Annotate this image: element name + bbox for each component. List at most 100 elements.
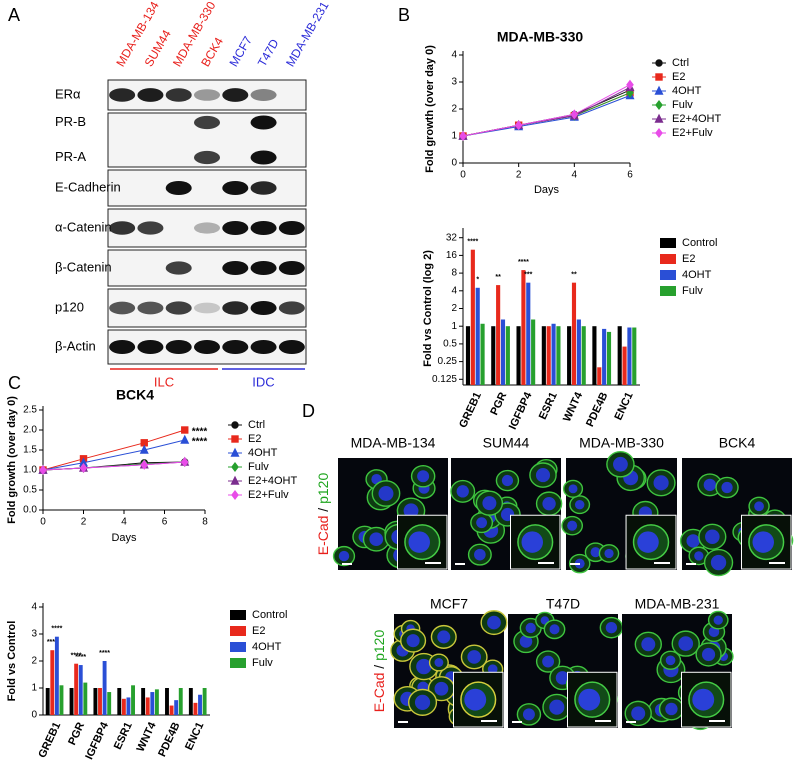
bar: [188, 688, 193, 715]
cell-nucleus: [542, 496, 556, 511]
cell-nucleus: [476, 517, 488, 529]
marker: [139, 444, 149, 454]
x-tick-label: ESR1: [112, 720, 135, 751]
significance: ***: [524, 272, 532, 279]
y-tick-label: 0.5: [443, 339, 457, 350]
y-tick-label: 1: [31, 683, 37, 694]
cell-nucleus: [487, 615, 501, 630]
y-tick-label: 0.0: [23, 505, 37, 516]
image-label: MCF7: [430, 596, 468, 612]
blot-row-label: β-Catenin: [55, 259, 112, 274]
cell-nucleus: [406, 634, 420, 648]
cell-nucleus: [437, 630, 451, 644]
stain-label-part: E-Cad: [315, 516, 331, 556]
image-label: MDA-MB-330: [579, 435, 664, 451]
cell-nucleus: [416, 658, 432, 675]
legend-label: Fulv: [672, 99, 693, 111]
marker: [655, 127, 663, 139]
blot-band: [250, 340, 277, 354]
bar: [551, 323, 556, 385]
significance: ****: [467, 239, 478, 246]
micrograph: [508, 611, 624, 728]
x-tick-label: PDE4B: [584, 390, 610, 428]
cell-nucleus: [414, 694, 431, 710]
cell-nucleus: [519, 635, 533, 648]
bar: [541, 326, 546, 385]
blot-band: [109, 88, 136, 102]
cell-nucleus: [369, 532, 384, 547]
x-tick-label: 6: [162, 517, 168, 528]
image-label: SUM44: [483, 435, 530, 451]
bar: [602, 328, 607, 385]
series-line: [42, 461, 185, 471]
x-tick-label: PGR: [66, 720, 87, 747]
blot-band: [137, 340, 164, 354]
x-tick-label: GREB1: [457, 390, 484, 429]
cell-nucleus: [567, 520, 578, 531]
x-tick-label: 2: [81, 517, 87, 528]
group-label: IDC: [252, 374, 274, 389]
panel-label: C: [8, 373, 21, 393]
bar: [50, 650, 55, 715]
bar: [622, 346, 627, 385]
cell-nucleus: [703, 478, 717, 492]
marker: [654, 113, 664, 123]
cell-line-label: SUM44: [142, 27, 174, 69]
blot-band: [250, 261, 277, 275]
micrograph: [450, 458, 563, 570]
x-tick-label: 6: [627, 170, 633, 181]
stain-label: E-Cad / p120: [371, 630, 387, 713]
bar: [617, 326, 622, 385]
marker: [231, 461, 239, 473]
marker: [231, 489, 239, 501]
series-line: [462, 92, 631, 137]
blot-row-label: p120: [55, 299, 84, 314]
cell-nucleus: [542, 655, 555, 668]
series-line: [42, 429, 185, 471]
stain-label-part: /: [371, 661, 387, 673]
bar: [78, 665, 83, 715]
series-line: [462, 92, 631, 137]
blot-band: [222, 181, 249, 195]
blot-band: [193, 150, 221, 165]
bar: [516, 326, 521, 385]
bar: [198, 694, 202, 715]
cell-nucleus: [568, 484, 578, 494]
legend-label: E2+4OHT: [672, 113, 721, 125]
legend-swatch: [660, 286, 676, 296]
y-tick-label: 2: [451, 303, 457, 314]
blot-band: [109, 221, 136, 235]
x-tick-label: 4: [121, 517, 127, 528]
marker: [514, 120, 523, 131]
stain-label-part: p120: [315, 473, 331, 504]
x-tick-label: IGFBP4: [83, 720, 111, 762]
cell-nucleus: [665, 702, 678, 716]
legend-label: Fulv: [248, 461, 269, 473]
y-tick-label: 0.125: [432, 374, 457, 385]
x-tick-label: 0: [460, 170, 466, 181]
legend-swatch: [660, 254, 676, 264]
y-axis-label: Fold growth (over day 0): [424, 45, 436, 173]
marker: [655, 73, 663, 81]
cell-nucleus: [522, 708, 535, 721]
y-tick-label: 16: [446, 250, 458, 261]
blot-band: [165, 340, 192, 354]
legend-label: Control: [252, 609, 287, 621]
cell-nucleus: [434, 681, 449, 696]
micrograph: [390, 610, 508, 728]
image-label: T47D: [546, 596, 580, 612]
bar: [505, 326, 510, 385]
bar: [531, 319, 536, 385]
bar: [169, 705, 174, 715]
y-tick-label: 4: [31, 602, 37, 613]
bar: [102, 661, 107, 715]
marker: [230, 475, 240, 485]
inset-nucleus: [637, 531, 659, 553]
cell-nucleus: [710, 554, 727, 571]
marker: [570, 109, 579, 120]
y-tick-label: 0: [31, 710, 37, 721]
cell-nucleus: [574, 499, 585, 510]
legend-swatch: [660, 238, 676, 248]
bar: [606, 331, 612, 385]
